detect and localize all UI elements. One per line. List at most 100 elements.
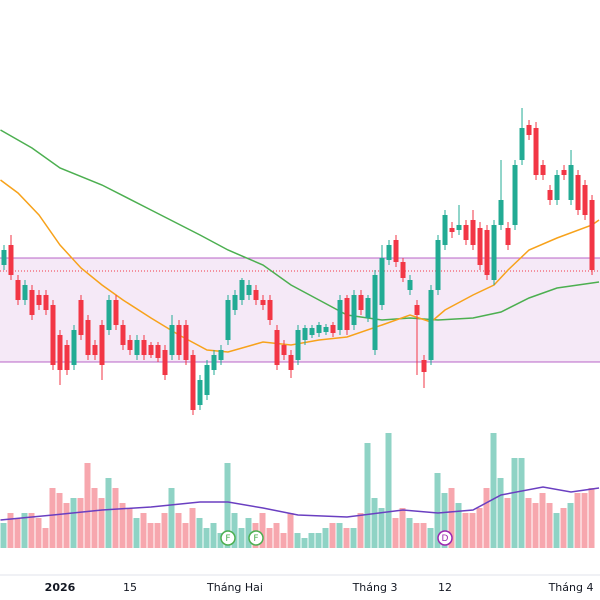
candle-body <box>225 300 231 340</box>
candle-body <box>309 328 315 335</box>
candle-body <box>218 350 224 360</box>
volume-bar <box>392 518 399 548</box>
event-label: F <box>225 534 230 544</box>
volume-bar <box>133 518 140 548</box>
volume-bar <box>329 523 336 548</box>
candle-body <box>127 340 133 350</box>
candle-body <box>78 300 84 335</box>
volume-bar <box>273 523 280 548</box>
candle-body <box>99 325 105 365</box>
volume-bar <box>0 523 7 548</box>
candle-body <box>176 325 182 355</box>
volume-bar <box>301 538 308 548</box>
x-tick-label: Tháng 3 <box>352 581 398 594</box>
volume-bar <box>182 523 189 548</box>
candle-body <box>183 325 189 360</box>
event-label: F <box>253 534 258 544</box>
candle-body <box>442 215 448 245</box>
candle-body <box>323 327 329 332</box>
volume-bar <box>147 523 154 548</box>
volume-bar <box>525 498 532 548</box>
candle-body <box>29 290 35 315</box>
candle-body <box>330 325 336 333</box>
event-marker <box>437 530 453 546</box>
volume-bar <box>588 488 595 548</box>
event-marker <box>248 530 264 546</box>
candle-body <box>71 330 77 365</box>
volume-bar <box>77 498 84 548</box>
candle-body <box>491 225 497 280</box>
volume-bar <box>245 518 252 548</box>
volume-bar <box>112 488 119 548</box>
volume-bar <box>119 503 126 548</box>
ma-line <box>0 129 600 321</box>
volume-bar <box>63 503 70 548</box>
volume-bar <box>98 498 105 548</box>
candle-body <box>1 250 7 265</box>
candle-body <box>302 328 308 340</box>
x-tick-label: 2026 <box>45 581 76 594</box>
volume-bar <box>294 533 301 548</box>
candle-body <box>512 165 518 225</box>
candle-body <box>8 245 14 275</box>
volume-bar <box>532 503 539 548</box>
volume-bar <box>483 488 490 548</box>
x-tick-label: 15 <box>123 581 137 594</box>
candle-body <box>505 228 511 245</box>
volume-bar <box>28 513 35 548</box>
volume-bar <box>434 473 441 548</box>
candle-body <box>120 325 126 345</box>
volume-bar <box>161 513 168 548</box>
volume-bar <box>7 513 14 548</box>
candle-body <box>400 262 406 278</box>
candle-body <box>575 175 581 210</box>
candle-body <box>407 280 413 290</box>
candle-body <box>197 380 203 405</box>
candle-body <box>456 225 462 230</box>
volume-bar <box>476 508 483 548</box>
volume-bar <box>364 443 371 548</box>
volume-bar <box>168 488 175 548</box>
volume-bar <box>217 533 224 548</box>
volume-bar <box>42 528 49 548</box>
candle-body <box>43 295 49 310</box>
volume-bar <box>427 528 434 548</box>
volume-bar <box>175 513 182 548</box>
candle-body <box>267 300 273 320</box>
volume-bar <box>378 508 385 548</box>
volume-bar <box>490 433 497 548</box>
volume-bar <box>140 513 147 548</box>
candle-body <box>470 220 476 245</box>
volume-bar <box>105 478 112 548</box>
candle-body <box>477 228 483 265</box>
volume-bar <box>567 503 574 548</box>
volume-bar <box>189 508 196 548</box>
candle-body <box>239 280 245 300</box>
volume-bar <box>259 513 266 548</box>
volume-bar <box>56 493 63 548</box>
volume-bar <box>280 533 287 548</box>
volume-ma-line <box>0 486 600 521</box>
candle-body <box>22 285 28 300</box>
volume-bar <box>315 533 322 548</box>
candle-body <box>162 350 168 375</box>
volume-bar <box>455 503 462 548</box>
x-tick-label: Tháng Hai <box>206 581 263 594</box>
volume-bar <box>350 528 357 548</box>
volume-bar <box>448 488 455 548</box>
volume-bar <box>413 523 420 548</box>
candle-body <box>561 170 567 175</box>
candle-body <box>274 330 280 365</box>
x-tick-label: Tháng 4 <box>548 581 594 594</box>
volume-bar <box>546 503 553 548</box>
candle-body <box>582 185 588 215</box>
candle-body <box>253 290 259 300</box>
volume-bar <box>469 513 476 548</box>
volume-bar <box>420 523 427 548</box>
candle-body <box>435 240 441 290</box>
candle-body <box>50 305 56 365</box>
candle-body <box>64 345 70 370</box>
candle-body <box>155 345 161 358</box>
volume-bar <box>399 508 406 548</box>
volume-bar <box>336 523 343 548</box>
